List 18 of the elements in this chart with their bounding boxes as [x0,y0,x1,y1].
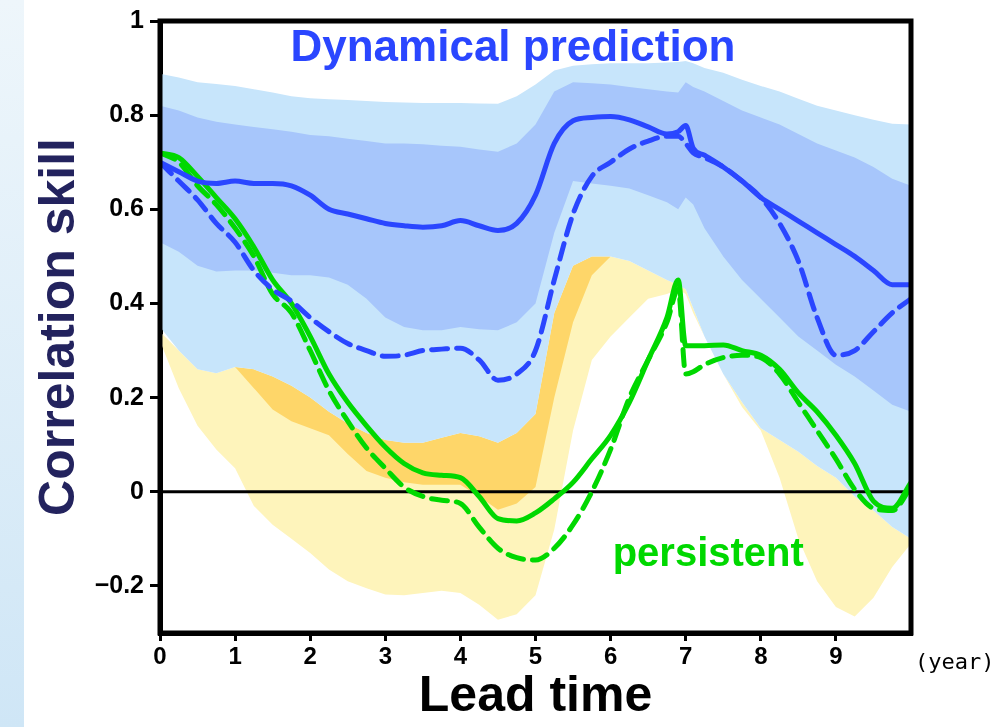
text: (year) [915,648,995,674]
y-tick-label: 1 [130,4,145,33]
series-label: persistent [612,529,804,574]
y-tick-label: 0.6 [109,193,144,222]
y-axis-title: Correlation skill [28,138,85,516]
series-label: Dynamical prediction [290,20,736,70]
x-tick-label: 3 [378,642,392,670]
x-tick-label: 1 [228,642,242,670]
y-tick-label: −0.2 [94,569,144,598]
x-tick-label: 9 [829,642,843,670]
y-tick-label: 0.2 [109,381,144,410]
y-tick-label: 0.8 [109,99,145,128]
x-tick-label: 7 [679,642,693,670]
x-tick-label: 0 [153,642,167,670]
y-tick-label: 0.4 [109,287,145,316]
y-tick-label: 0 [130,475,144,504]
x-tick-label: 8 [754,642,768,670]
x-tick-label: 2 [303,642,317,670]
